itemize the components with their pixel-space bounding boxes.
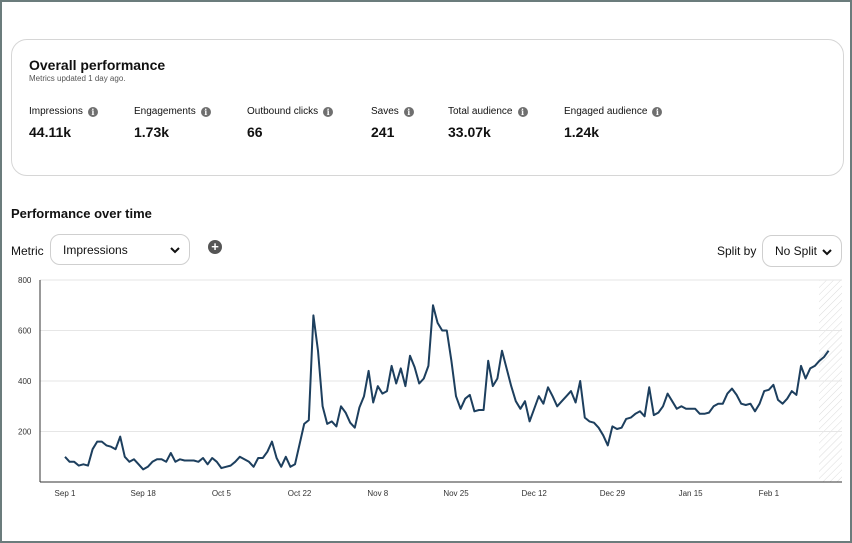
chevron-down-icon [822,249,832,256]
y-tick-label: 600 [18,327,32,336]
chevron-down-icon [170,247,180,254]
x-tick-label: Sep 1 [55,489,76,498]
metric-value: 241 [371,124,395,140]
section-title: Performance over time [11,206,152,221]
metric-value: 44.11k [29,124,72,140]
y-tick-label: 800 [18,276,32,285]
performance-chart: 200 400 600 800 Sep 1 Sep 18 Oct 5 Oct 22 Nov 8 N… [18,276,842,498]
x-tick-label: Dec 29 [600,489,626,498]
metric-select-value: Impressions [63,242,128,257]
info-icon[interactable]: i [87,106,98,117]
info-icon[interactable]: i [517,106,528,117]
metric-value: 1.24k [564,124,600,140]
overall-performance-card: Overall performance Metrics updated 1 da… [11,39,844,176]
x-tick-label: Sep 18 [131,489,157,498]
add-metric-button[interactable]: + [208,240,222,254]
metric-label: Outbound clicks [247,106,319,117]
split-select-label: Split by [717,244,757,258]
split-select-value: No Split [775,244,818,258]
x-tick-label: Oct 22 [288,489,312,498]
series-line-impressions [64,304,830,471]
metric-engaged-audience: Engaged audience i 1.24k [564,106,663,140]
y-tick-label: 400 [18,377,32,386]
metric-label: Engagements [134,106,196,117]
metric-value: 66 [247,124,263,140]
card-title: Overall performance [29,57,166,73]
metric-label: Saves [371,106,399,117]
metric-label: Total audience [448,106,513,117]
x-tick-label: Nov 8 [367,489,388,498]
metric-label: Impressions [29,106,83,117]
metric-label: Engaged audience [564,106,648,117]
metric-value: 1.73k [134,124,170,140]
info-icon[interactable]: i [652,106,663,117]
metric-total-audience: Total audience i 33.07k [448,106,528,140]
metric-value: 33.07k [448,124,491,140]
x-tick-label: Nov 25 [443,489,469,498]
metric-select-label: Metric [11,244,44,258]
x-tick-label: Oct 5 [212,489,232,498]
info-icon[interactable]: i [200,106,211,117]
metric-engagements: Engagements i 1.73k [134,106,211,140]
y-tick-label: 200 [18,428,32,437]
x-tick-label: Dec 12 [522,489,548,498]
info-icon[interactable]: i [323,106,334,117]
x-tick-label: Jan 15 [679,489,704,498]
metric-impressions: Impressions i 44.11k [29,106,98,140]
metric-outbound-clicks: Outbound clicks i 66 [247,106,334,140]
split-select[interactable]: No Split [762,235,842,267]
metric-saves: Saves i 241 [371,106,414,140]
metric-select[interactable]: Impressions [50,234,190,265]
x-tick-label: Feb 1 [759,489,780,498]
info-icon[interactable]: i [403,106,414,117]
card-subtitle: Metrics updated 1 day ago. [29,74,126,83]
